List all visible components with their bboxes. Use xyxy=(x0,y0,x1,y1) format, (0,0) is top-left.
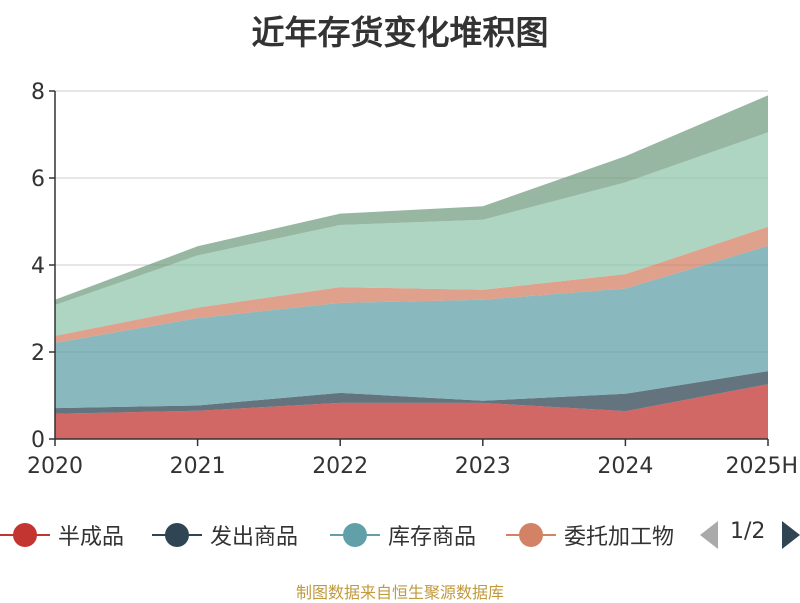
area-series-4[interactable] xyxy=(55,132,768,336)
axis-layer: 0 2 4 6 8 2020 2021 2022 2023 2024 2025H xyxy=(27,80,798,479)
legend-label: 委托加工物 xyxy=(564,525,675,550)
legend: 半成品 发出商品 库存商品 委托加工物 xyxy=(0,513,800,557)
stacked-area-chart: 0 2 4 6 8 2020 2021 2022 2023 2024 2025H xyxy=(27,80,798,479)
chart-title: 近年存货变化堆积图 xyxy=(251,13,549,52)
legend-symbol-icon xyxy=(0,513,50,557)
x-tick-label: 2023 xyxy=(455,454,511,479)
x-tick-label: 2024 xyxy=(597,454,653,479)
legend-label: 库存商品 xyxy=(388,525,477,550)
legend-next-page-icon[interactable] xyxy=(782,521,800,549)
y-tick-label: 2 xyxy=(31,341,45,366)
y-tick-label: 8 xyxy=(31,80,45,105)
legend-page-indicator: 1/2 xyxy=(730,519,766,544)
area-series-2[interactable] xyxy=(55,245,768,409)
legend-pager: 1/2 xyxy=(700,513,800,557)
legend-label: 发出商品 xyxy=(210,525,299,550)
y-tick-label: 4 xyxy=(31,254,45,279)
x-tick-label: 2020 xyxy=(27,454,83,479)
y-tick-label: 0 xyxy=(31,428,45,453)
source-note: 制图数据来自恒生聚源数据库 xyxy=(295,583,504,602)
x-tick-label: 2025H xyxy=(725,454,798,479)
area-layer xyxy=(55,95,768,439)
legend-item[interactable]: 半成品 xyxy=(0,513,124,557)
area-series-0[interactable] xyxy=(55,384,768,439)
x-tick-label: 2021 xyxy=(170,454,226,479)
x-tick-label: 2022 xyxy=(312,454,368,479)
area-series-3[interactable] xyxy=(55,226,768,343)
area-series-1[interactable] xyxy=(55,371,768,414)
y-tick-label: 6 xyxy=(31,167,45,192)
legend-symbol-icon xyxy=(152,513,202,557)
legend-symbol-icon xyxy=(506,513,556,557)
legend-item[interactable]: 库存商品 xyxy=(330,513,476,557)
legend-item[interactable]: 发出商品 xyxy=(152,513,298,557)
legend-item[interactable]: 委托加工物 xyxy=(506,513,674,557)
legend-symbol-icon xyxy=(330,513,380,557)
legend-prev-page-icon[interactable] xyxy=(700,521,718,549)
legend-label: 半成品 xyxy=(58,525,125,550)
